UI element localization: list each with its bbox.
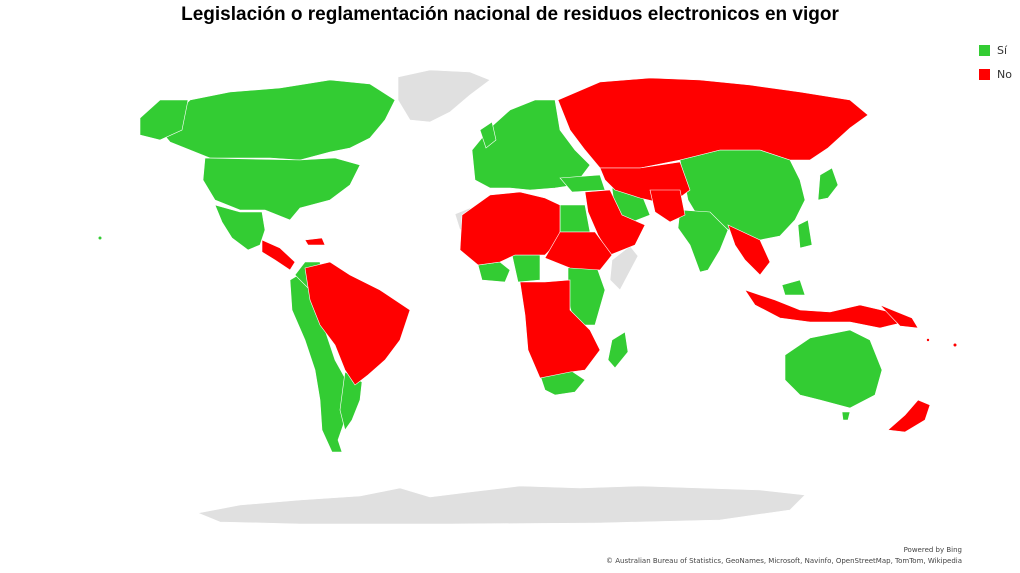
region-yes: [139, 79, 883, 453]
legend-item-yes[interactable]: Sí: [979, 38, 1012, 62]
europe: [471, 99, 591, 191]
philippines: [797, 219, 813, 249]
legend-swatch-no: [979, 68, 990, 80]
central-africa-yes: [511, 254, 541, 283]
central-america: [261, 239, 296, 271]
middle-east-arabia: [584, 189, 646, 256]
central-southern-africa-no: [519, 279, 601, 379]
egypt: [559, 204, 591, 233]
greenland: [397, 69, 491, 123]
india: [677, 209, 729, 273]
tasmania: [841, 411, 851, 421]
legend-item-no[interactable]: No: [979, 62, 1012, 86]
australia: [784, 329, 883, 409]
antarctica: [196, 485, 806, 525]
brazil-northern-south-america: [304, 261, 411, 386]
legend-label-no: No: [997, 67, 1012, 81]
uk: [479, 121, 497, 149]
caribbean: [304, 237, 326, 246]
canada: [159, 79, 396, 161]
legend: Sí No: [979, 38, 1012, 86]
afghanistan-pakistan: [649, 189, 686, 223]
japan: [817, 167, 839, 201]
new-zealand: [887, 399, 931, 433]
legend-label-yes: Sí: [997, 43, 1008, 57]
alaska: [139, 99, 189, 141]
malaysia: [781, 279, 806, 296]
sudan-horn: [544, 231, 613, 271]
indonesia: [744, 289, 906, 329]
region-no: [261, 77, 931, 433]
island-marker-no: [953, 343, 957, 347]
usa: [202, 157, 361, 221]
attribution-credit: © Australian Bureau of Statistics, GeoNa…: [606, 557, 962, 565]
legend-swatch-yes: [979, 44, 990, 56]
west-africa-yes: [477, 261, 511, 283]
argentina-east: [339, 371, 363, 431]
island-marker-no: [926, 338, 930, 342]
map-title: Legislación o reglamentación nacional de…: [181, 4, 839, 25]
island-marker-yes: [98, 236, 102, 240]
papua: [879, 304, 919, 329]
powered-by-credit: Powered by Bing: [903, 546, 962, 554]
mexico: [214, 204, 266, 251]
small-islands: [98, 236, 957, 347]
no-data-regions: [196, 69, 806, 525]
north-west-africa: [459, 191, 561, 266]
madagascar: [607, 331, 629, 369]
southeast-asia-mainland: [727, 224, 771, 276]
turkey: [559, 174, 606, 193]
